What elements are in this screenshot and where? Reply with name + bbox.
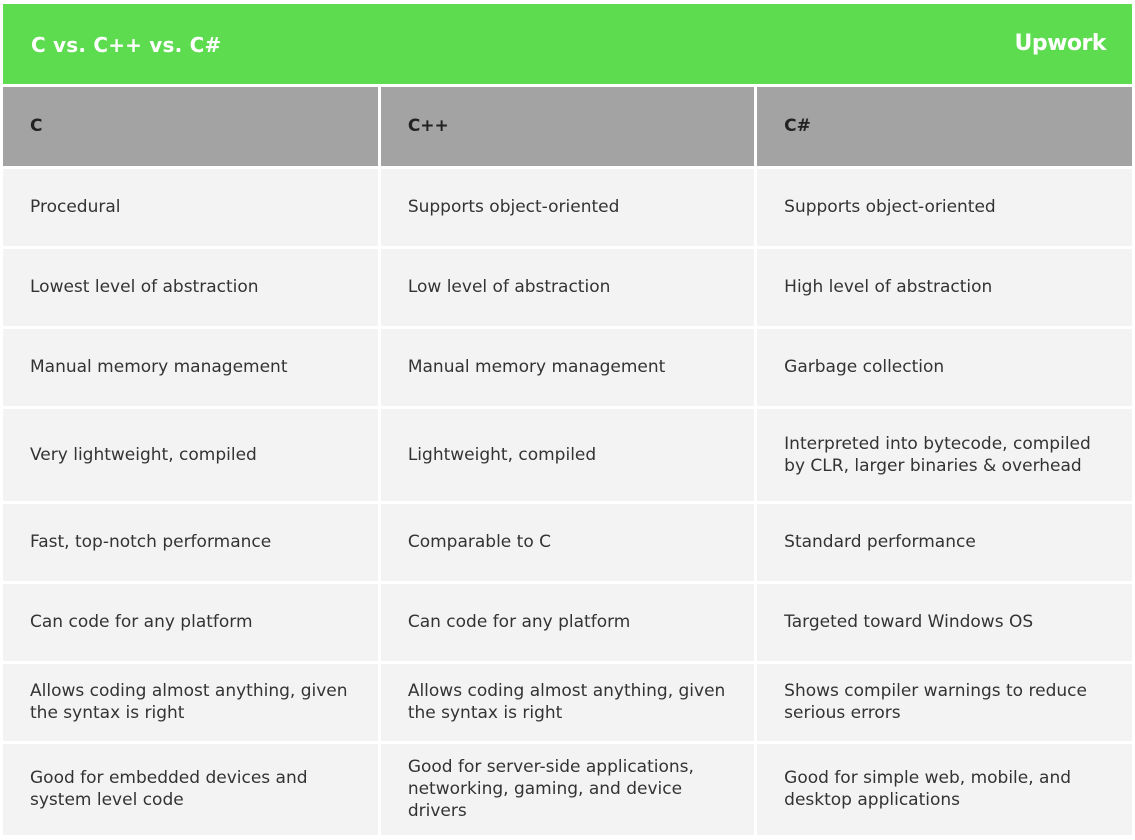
- table-cell: Allows coding almost anything, given the…: [379, 662, 758, 744]
- column-header-csharp: C#: [755, 87, 1132, 169]
- table-cell: Manual memory management: [3, 327, 381, 409]
- table-cell: Can code for any platform: [379, 582, 758, 664]
- table-cell: Good for simple web, mobile, and desktop…: [755, 742, 1132, 835]
- table-cell: Good for server-side applications, netwo…: [379, 742, 758, 835]
- table-cell: Supports object-oriented: [379, 167, 758, 249]
- table-header-row: C C++ C#: [3, 87, 1132, 169]
- table-cell: Manual memory management: [379, 327, 758, 409]
- logo-text: Upwork: [1014, 31, 1106, 56]
- table-cell: Garbage collection: [755, 327, 1132, 409]
- table-cell: Targeted toward Windows OS: [755, 582, 1132, 664]
- table-cell: Standard performance: [755, 502, 1132, 584]
- table-row: Fast, top-notch performance Comparable t…: [3, 502, 1132, 584]
- table-cell: Lowest level of abstraction: [3, 247, 381, 329]
- title-banner: C vs. C++ vs. C# Upwork: [3, 4, 1132, 84]
- page-title: C vs. C++ vs. C#: [31, 33, 222, 57]
- table-row: Procedural Supports object-oriented Supp…: [3, 167, 1132, 249]
- table-row: Manual memory management Manual memory m…: [3, 327, 1132, 409]
- table-cell: Good for embedded devices and system lev…: [3, 742, 381, 835]
- table-cell: High level of abstraction: [755, 247, 1132, 329]
- column-header-cpp: C++: [379, 87, 758, 169]
- table-row: Very lightweight, compiled Lightweight, …: [3, 407, 1132, 504]
- table-cell: Procedural: [3, 167, 381, 249]
- table-cell: Shows compiler warnings to reduce seriou…: [755, 662, 1132, 744]
- table-cell: Allows coding almost anything, given the…: [3, 662, 381, 744]
- table-row: Good for embedded devices and system lev…: [3, 742, 1132, 835]
- table-cell: Lightweight, compiled: [379, 407, 758, 504]
- table-cell: Interpreted into bytecode, compiled by C…: [755, 407, 1132, 504]
- comparison-table: C C++ C# Procedural Supports object-orie…: [3, 87, 1132, 835]
- table-row: Allows coding almost anything, given the…: [3, 662, 1132, 744]
- table-cell: Fast, top-notch performance: [3, 502, 381, 584]
- table-row: Lowest level of abstraction Low level of…: [3, 247, 1132, 329]
- column-header-c: C: [3, 87, 381, 169]
- table-cell: Can code for any platform: [3, 582, 381, 664]
- table-row: Can code for any platform Can code for a…: [3, 582, 1132, 664]
- upwork-logo: Upwork: [1014, 4, 1106, 84]
- table-cell: Very lightweight, compiled: [3, 407, 381, 504]
- table-cell: Comparable to C: [379, 502, 758, 584]
- table-cell: Low level of abstraction: [379, 247, 758, 329]
- table-cell: Supports object-oriented: [755, 167, 1132, 249]
